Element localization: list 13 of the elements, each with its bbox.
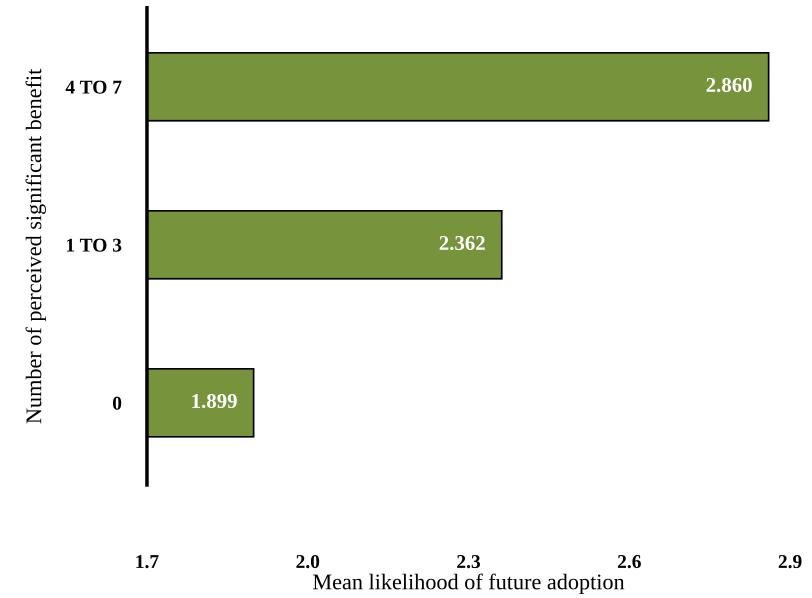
data-label: 2.362 — [440, 236, 485, 250]
y-tick-label: 4 TO 7 — [66, 80, 122, 94]
y-tick-label: 0 — [112, 396, 122, 410]
data-label: 1.899 — [192, 394, 237, 408]
x-tick-label: 2.9 — [778, 555, 802, 568]
y-axis-title: Number of perceived significant benefit — [26, 68, 46, 424]
y-tick-label: 1 TO 3 — [66, 238, 122, 252]
x-tick-label: 2.3 — [457, 555, 480, 568]
x-tick-label: 1.7 — [136, 555, 159, 568]
x-axis-title: Mean likelihood of future adoption — [313, 574, 624, 594]
x-tick-label: 2.6 — [618, 555, 641, 568]
x-tick-label: 2.0 — [296, 554, 320, 568]
data-label: 2.860 — [706, 78, 752, 92]
